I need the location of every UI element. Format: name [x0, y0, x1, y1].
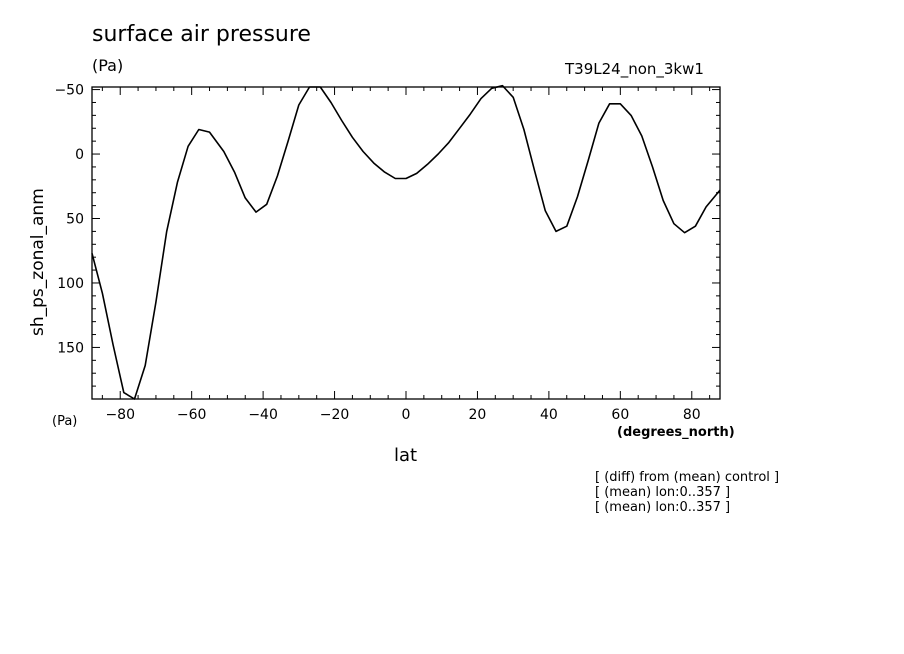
x-tick-label: −40 [248, 407, 278, 423]
note-line: [ (mean) lon:0..357 ] [595, 485, 731, 500]
x-tick-label: 80 [683, 407, 701, 423]
x-axis-units: (degrees_north) [617, 425, 735, 440]
x-tick-label: 40 [540, 407, 558, 423]
y-tick-label: 150 [57, 340, 84, 356]
notes-block: [ (diff) from (mean) control ] [ (mean) … [595, 470, 779, 515]
y-tick-label: −50 [54, 83, 84, 99]
x-axis-label: lat [394, 445, 418, 466]
chart-units: (Pa) [92, 56, 124, 75]
y-tick-label: 50 [66, 212, 84, 228]
y-axis-units: (Pa) [52, 414, 78, 429]
x-tick-label: −60 [177, 407, 207, 423]
series-line [91, 84, 721, 400]
y-tick-label: 100 [57, 276, 84, 292]
note-line: [ (diff) from (mean) control ] [595, 470, 780, 485]
y-tick-label: 0 [75, 147, 84, 163]
x-tick-label: 0 [402, 407, 411, 423]
plot-frame [91, 86, 721, 400]
x-tick-label: −20 [320, 407, 350, 423]
run-name: T39L24_non_3kw1 [565, 60, 704, 78]
x-tick-label: 20 [469, 407, 487, 423]
x-tick-label: −80 [105, 407, 135, 423]
chart-title: surface air pressure [92, 22, 311, 47]
x-tick-label: 60 [611, 407, 629, 423]
note-line: [ (mean) lon:0..357 ] [595, 500, 731, 515]
